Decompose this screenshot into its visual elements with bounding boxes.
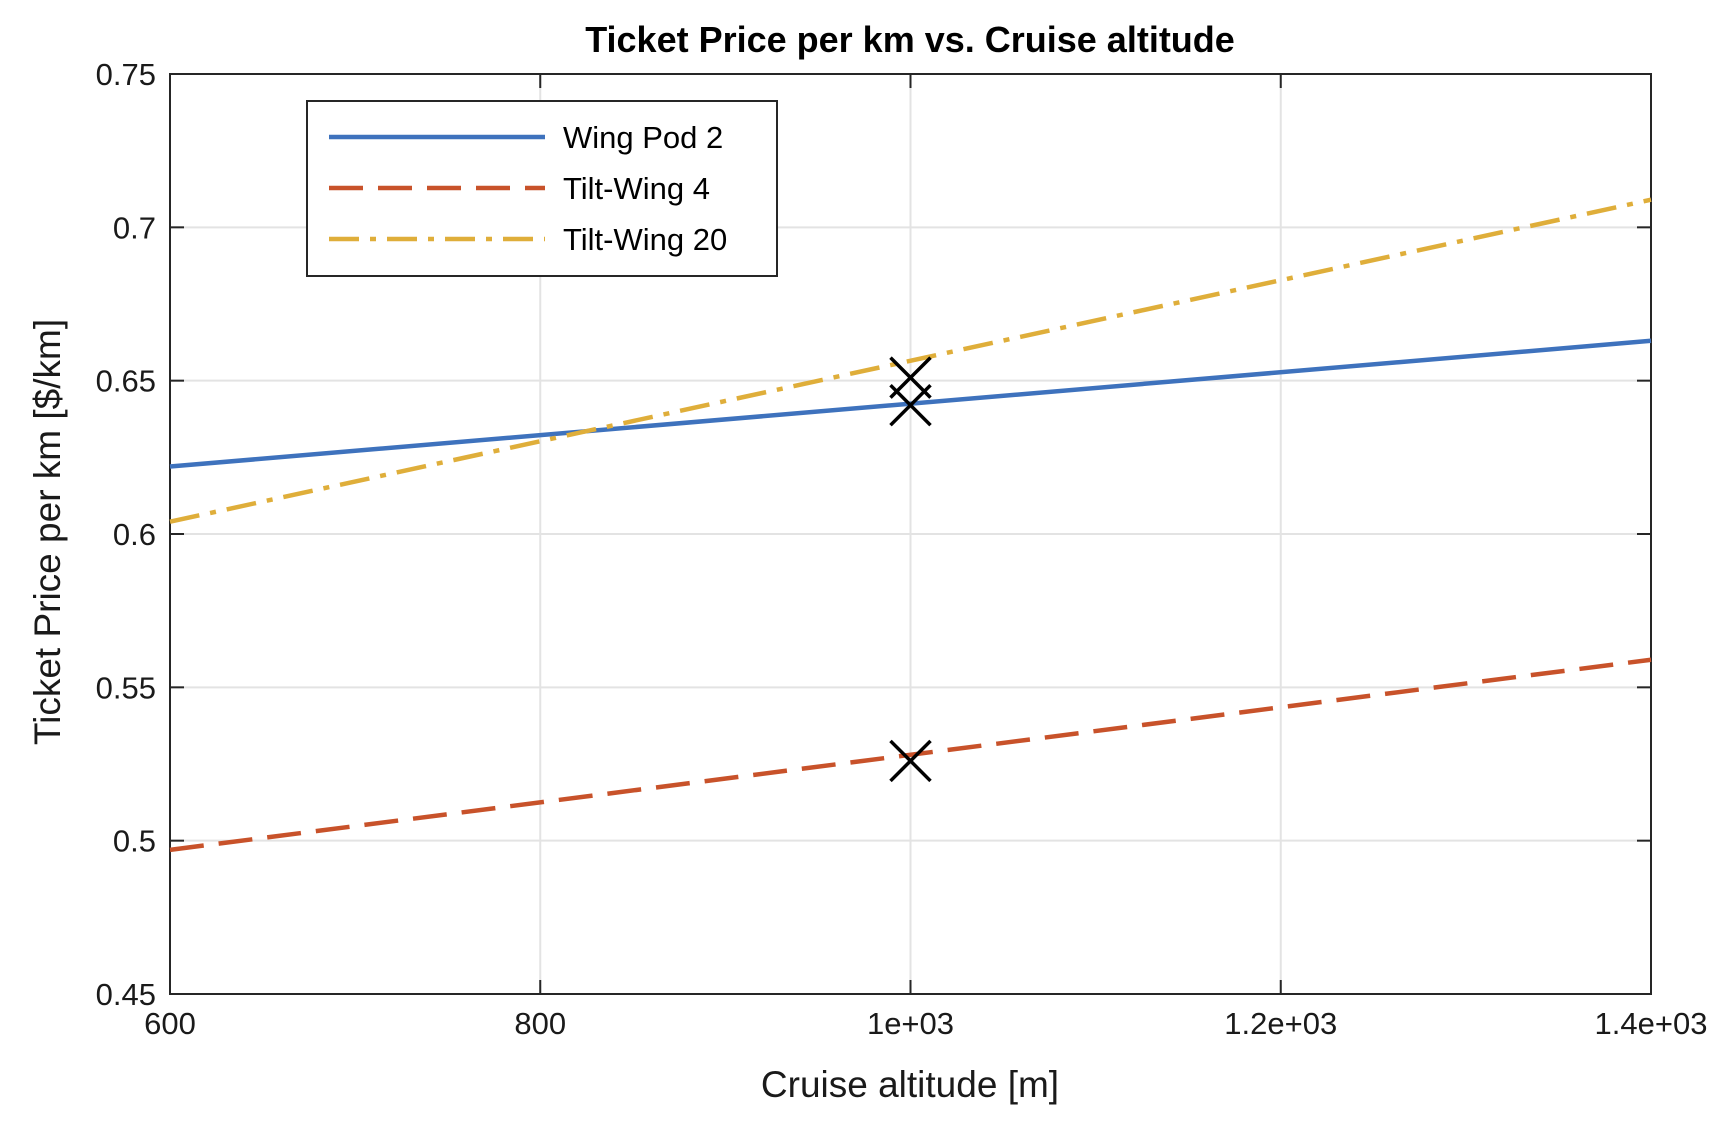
y-tick-label: 0.65 bbox=[96, 364, 156, 399]
x-tick-label: 1.4e+03 bbox=[1595, 1006, 1708, 1041]
x-tick-label: 1.2e+03 bbox=[1224, 1006, 1337, 1041]
x-marker bbox=[889, 739, 932, 783]
x-marker bbox=[889, 383, 932, 427]
y-tick-label: 0.75 bbox=[96, 57, 156, 92]
x-axis-label: Cruise altitude [m] bbox=[761, 1064, 1059, 1105]
point-markers bbox=[889, 356, 932, 783]
axis-ticks: 600 800 1e+03 1.2e+03 1.4e+03 0.45 0.5 0.55 0.6 0… bbox=[96, 57, 1708, 1041]
legend-label-2: Tilt-Wing 4 bbox=[563, 171, 710, 206]
legend-label-3: Tilt-Wing 20 bbox=[563, 222, 727, 257]
y-tick-label: 0.6 bbox=[113, 517, 156, 552]
x-tick-label: 800 bbox=[514, 1006, 566, 1041]
x-tick-label: 600 bbox=[144, 1006, 196, 1041]
series-line-2 bbox=[169, 657, 1652, 853]
legend: Wing Pod 2 Tilt-Wing 4 Tilt-Wing 20 bbox=[306, 100, 778, 277]
chart-title: Ticket Price per km vs. Cruise altitude bbox=[585, 19, 1235, 60]
y-tick-label: 0.5 bbox=[113, 824, 156, 859]
y-tick-label: 0.7 bbox=[113, 210, 156, 245]
series-line-3 bbox=[169, 197, 1652, 524]
legend-label-1: Wing Pod 2 bbox=[563, 120, 723, 155]
x-tick-label: 1e+03 bbox=[867, 1006, 954, 1041]
y-tick-label: 0.55 bbox=[96, 670, 156, 705]
y-tick-label: 0.45 bbox=[96, 977, 156, 1012]
y-axis-label: Ticket Price per km [$/km] bbox=[27, 319, 68, 745]
